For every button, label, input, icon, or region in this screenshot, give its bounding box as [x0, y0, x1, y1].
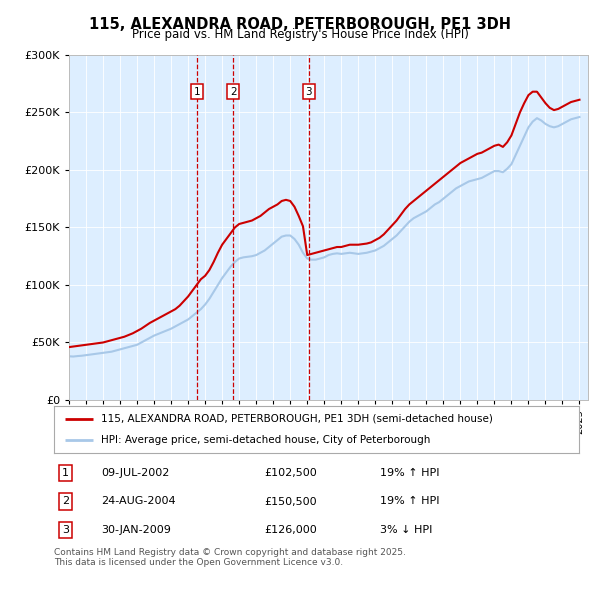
Text: 1: 1	[62, 468, 69, 478]
Text: 2: 2	[230, 87, 236, 97]
Text: 19% ↑ HPI: 19% ↑ HPI	[380, 468, 439, 478]
Text: £102,500: £102,500	[264, 468, 317, 478]
Text: 30-JAN-2009: 30-JAN-2009	[101, 525, 171, 535]
Text: £150,500: £150,500	[264, 497, 317, 506]
Text: 1: 1	[194, 87, 200, 97]
Text: 19% ↑ HPI: 19% ↑ HPI	[380, 497, 439, 506]
Text: 2: 2	[62, 497, 69, 506]
Text: Price paid vs. HM Land Registry's House Price Index (HPI): Price paid vs. HM Land Registry's House …	[131, 28, 469, 41]
Text: 115, ALEXANDRA ROAD, PETERBOROUGH, PE1 3DH: 115, ALEXANDRA ROAD, PETERBOROUGH, PE1 3…	[89, 17, 511, 31]
Text: 3% ↓ HPI: 3% ↓ HPI	[380, 525, 432, 535]
Text: 3: 3	[62, 525, 69, 535]
Text: 09-JUL-2002: 09-JUL-2002	[101, 468, 170, 478]
Text: 24-AUG-2004: 24-AUG-2004	[101, 497, 176, 506]
Text: £126,000: £126,000	[264, 525, 317, 535]
Text: 3: 3	[305, 87, 312, 97]
Text: HPI: Average price, semi-detached house, City of Peterborough: HPI: Average price, semi-detached house,…	[101, 435, 431, 445]
Text: Contains HM Land Registry data © Crown copyright and database right 2025.
This d: Contains HM Land Registry data © Crown c…	[54, 548, 406, 567]
Text: 115, ALEXANDRA ROAD, PETERBOROUGH, PE1 3DH (semi-detached house): 115, ALEXANDRA ROAD, PETERBOROUGH, PE1 3…	[101, 414, 493, 424]
